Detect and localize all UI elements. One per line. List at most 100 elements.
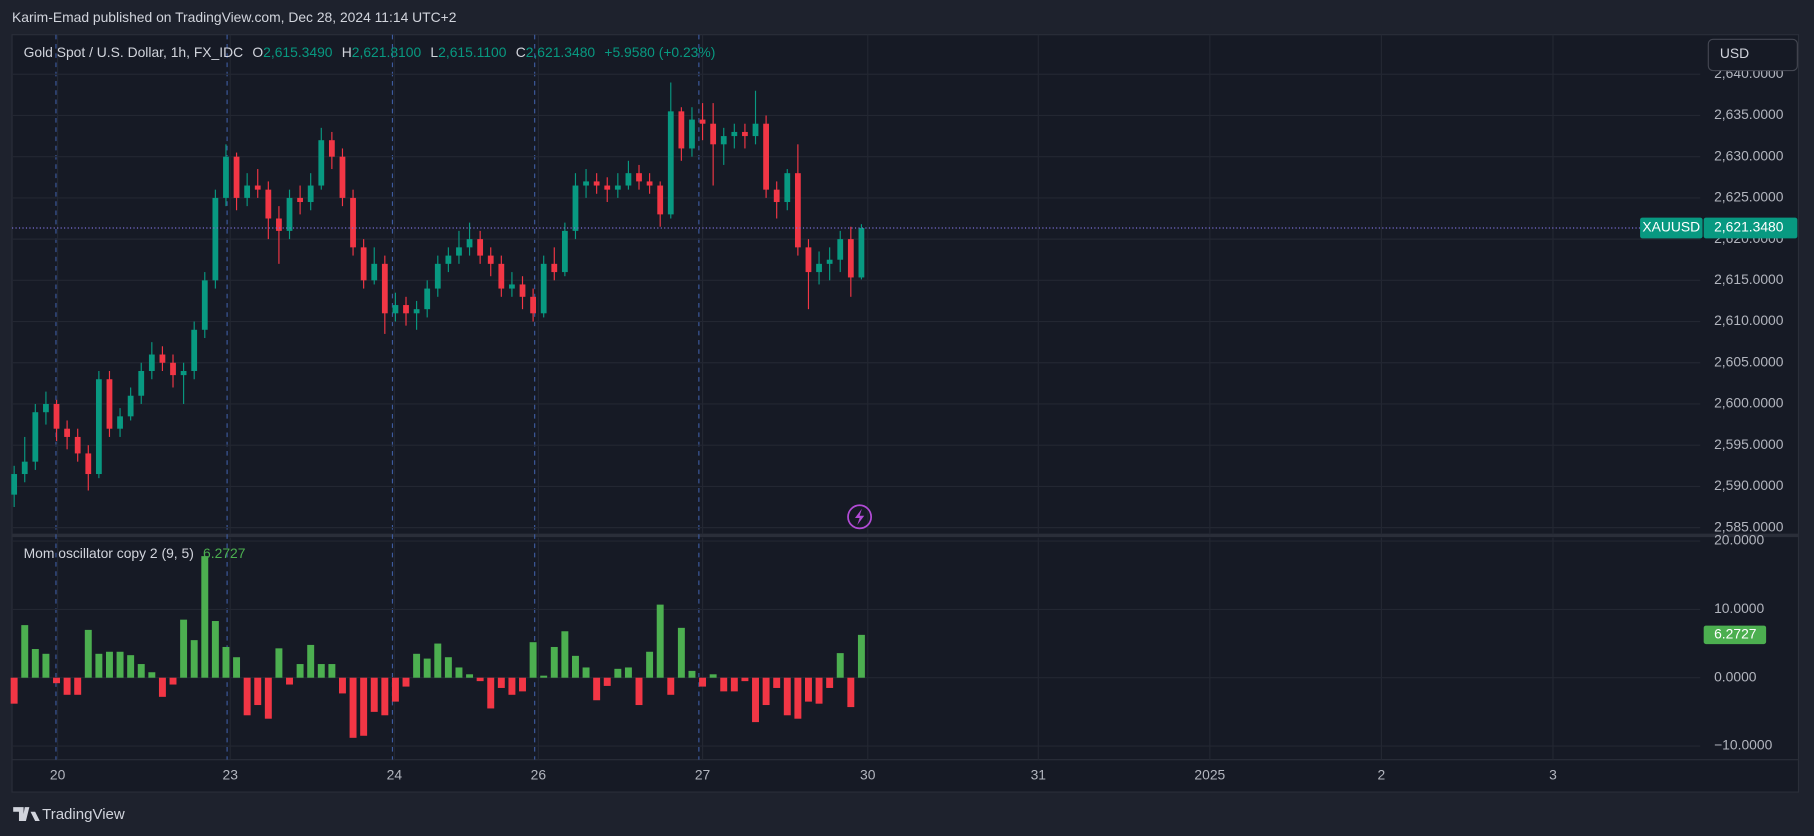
histogram-bar (31, 649, 39, 678)
histogram-bar (603, 677, 611, 686)
histogram-bar (10, 677, 18, 704)
candle-body (710, 123, 717, 145)
legend-key: H (342, 44, 352, 60)
histogram-bar (455, 667, 463, 678)
event-icon[interactable] (847, 504, 873, 530)
candle-body (360, 247, 367, 281)
y-tick-label: 2,605.0000 (1714, 353, 1784, 369)
candle-body (424, 288, 431, 310)
histogram-bar (476, 677, 484, 682)
histogram-bar (783, 677, 791, 716)
x-tick-label: 23 (222, 767, 238, 783)
histogram-bar (836, 653, 844, 678)
candle-body (816, 263, 822, 273)
candle-body (678, 111, 685, 149)
candle-body (212, 197, 219, 281)
histogram-bar (180, 619, 188, 678)
y-tick-label: 2,610.0000 (1714, 312, 1784, 328)
candle-body (350, 197, 356, 248)
y-tick-label: 2,595.0000 (1714, 436, 1784, 452)
x-tick-label: 24 (387, 767, 403, 783)
y-tick-label: 2,615.0000 (1714, 271, 1784, 287)
histogram-bar (275, 648, 283, 678)
y-tick-label: 2,630.0000 (1714, 147, 1784, 163)
histogram-bar (773, 677, 781, 688)
session-breaks (55, 34, 700, 760)
candle-body (106, 379, 113, 429)
legend-value: 2,615.1100 (438, 44, 507, 60)
legend-change: +5.9580 (+0.23%) (604, 44, 715, 60)
candle-body (21, 461, 28, 475)
histogram-bar (614, 668, 622, 678)
candle-body (434, 263, 441, 289)
indicator-title: Mom oscillator copy 2 (9, 5) (24, 545, 194, 561)
candle-body (180, 370, 187, 376)
candle-body (201, 280, 208, 330)
candle-body (784, 173, 791, 203)
histogram-bar (434, 643, 442, 678)
histogram-bar (84, 629, 92, 678)
candle-body (731, 131, 738, 137)
histogram-bar (529, 642, 537, 678)
candle-body (74, 436, 81, 454)
currency-label[interactable]: USD (1720, 45, 1749, 61)
x-tick-label: 26 (531, 767, 547, 783)
candle-body (763, 123, 769, 190)
legend-key: O (252, 44, 263, 60)
candle-body (614, 185, 621, 190)
histogram-bar (222, 646, 230, 678)
histogram-bar (105, 651, 113, 678)
logo-mark (13, 807, 40, 821)
candle-body (540, 263, 547, 314)
histogram-bar (42, 653, 50, 678)
histogram-bar (519, 677, 526, 692)
candle-body (530, 296, 536, 314)
candle-body (625, 173, 632, 186)
legend-value: 2,615.3490 (263, 44, 333, 60)
histogram-bar (635, 677, 643, 706)
candle-body (85, 453, 92, 475)
x-tick-label: 3 (1549, 767, 1557, 783)
y-tick-label: 2,585.0000 (1714, 518, 1784, 534)
y-tick-label: 2,600.0000 (1714, 395, 1784, 411)
candle-body (381, 263, 388, 314)
histogram-bar (582, 667, 590, 678)
histogram-bar (762, 677, 770, 706)
x-tick-label: 2025 (1194, 767, 1225, 783)
candle-body (276, 218, 282, 231)
candle-body (318, 140, 325, 186)
histogram-bar (709, 674, 717, 678)
histogram-bar (264, 677, 272, 719)
y-tick-label: −10.0000 (1714, 737, 1772, 753)
histogram-bar (169, 677, 177, 685)
candle-body (699, 119, 706, 124)
candle-body (572, 185, 579, 231)
histogram-bar (804, 677, 812, 702)
candle-body (752, 123, 759, 137)
candle-body (297, 197, 303, 203)
histogram-bar (677, 627, 685, 678)
candle-body (456, 247, 462, 256)
histogram-bar (847, 677, 855, 708)
candle-body (805, 247, 812, 273)
candle-body (720, 136, 727, 145)
symbol-tag (1640, 217, 1703, 239)
histogram-bar (127, 655, 135, 678)
histogram-bar (550, 646, 558, 678)
histogram-bar (148, 672, 156, 678)
candle-body (445, 255, 452, 264)
candle-body (307, 185, 314, 203)
chart-frame (11, 34, 1800, 793)
currency-button[interactable] (1707, 38, 1798, 72)
candle-body (159, 354, 166, 363)
candle-body (742, 131, 748, 137)
histogram-bar (243, 677, 251, 716)
histogram-bar (857, 634, 865, 678)
candle-body (477, 239, 484, 256)
y-tick-label: 2,625.0000 (1714, 189, 1784, 205)
histogram-bar (201, 556, 209, 678)
candle-body (32, 412, 39, 462)
histogram-bar (540, 675, 548, 678)
histogram-bar (720, 677, 728, 692)
